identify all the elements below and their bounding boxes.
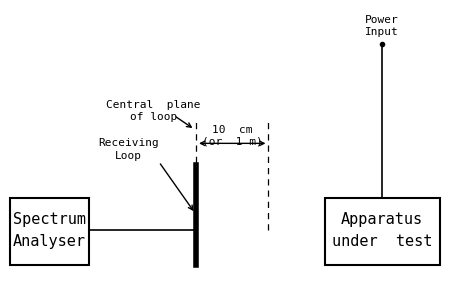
Text: Loop: Loop	[115, 151, 142, 160]
Text: Central  plane: Central plane	[106, 100, 201, 110]
Text: (or  1 m): (or 1 m)	[202, 137, 262, 147]
Text: 10  cm: 10 cm	[212, 125, 253, 135]
Bar	[325, 198, 440, 265]
Text: Power: Power	[365, 15, 399, 25]
Bar	[10, 198, 89, 265]
Text: Apparatus
under  test: Apparatus under test	[332, 212, 432, 249]
Text: Spectrum
Analyser: Spectrum Analyser	[13, 212, 86, 249]
Text: of loop: of loop	[130, 113, 177, 122]
Text: Receiving: Receiving	[98, 138, 159, 148]
Text: Input: Input	[365, 27, 399, 37]
